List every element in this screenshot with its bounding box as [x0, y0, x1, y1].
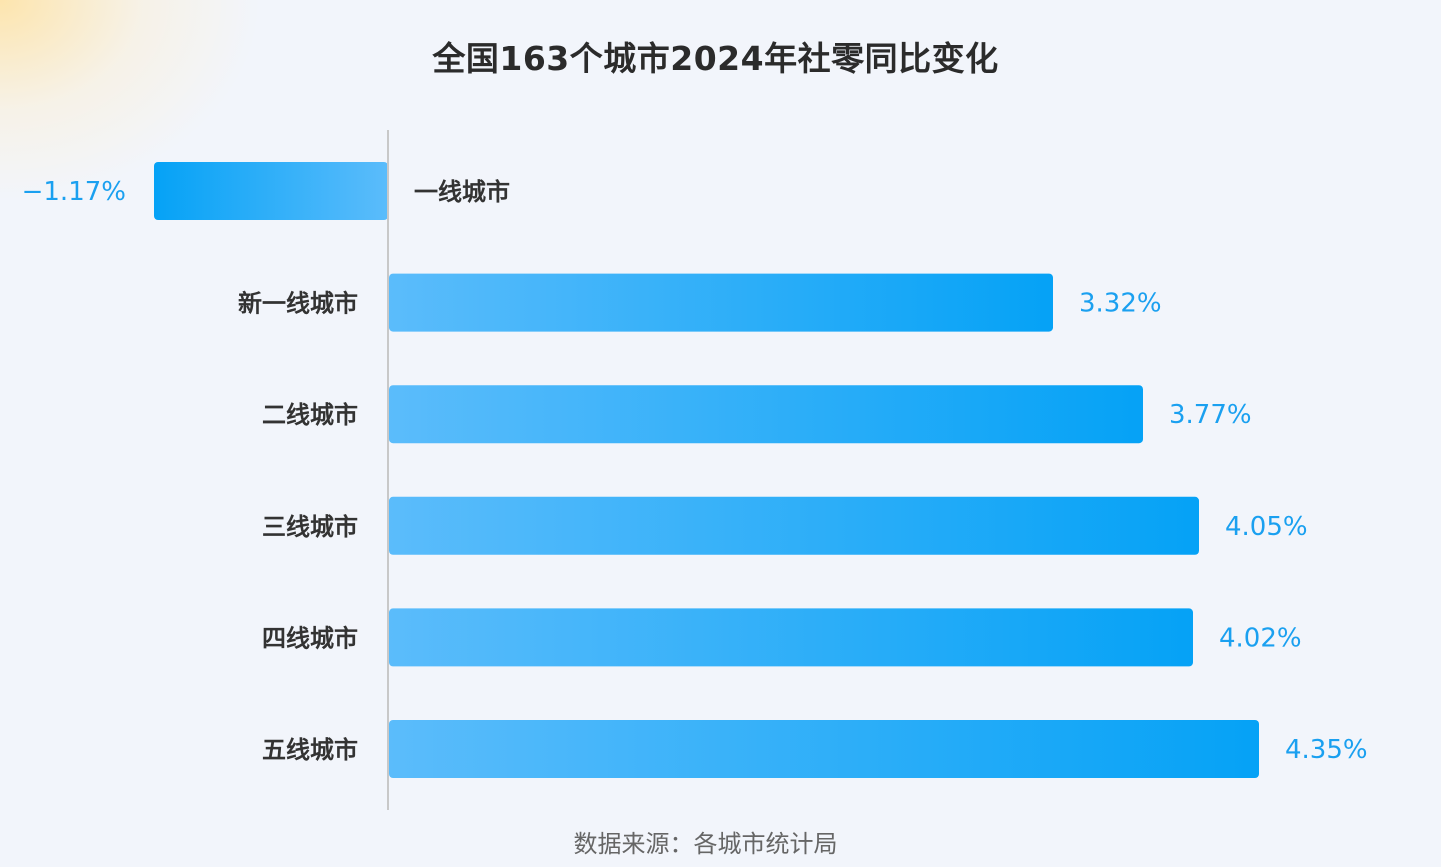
bar-0 — [154, 162, 388, 220]
bar-1 — [389, 273, 1053, 332]
category-label-5: 五线城市 — [262, 736, 358, 764]
category-label-0: 一线城市 — [414, 178, 510, 206]
value-label-2: 3.77% — [1169, 400, 1252, 430]
bar-3 — [389, 496, 1199, 555]
category-label-1: 新一线城市 — [238, 290, 358, 318]
value-label-5: 4.35% — [1285, 735, 1368, 765]
value-label-4: 4.02% — [1219, 623, 1302, 653]
value-label-3: 4.05% — [1225, 512, 1308, 542]
chart-title: 全国163个城市2024年社零同比变化 — [432, 39, 999, 78]
category-label-3: 三线城市 — [262, 513, 358, 541]
data-source-note: 数据来源：各城市统计局 — [573, 830, 838, 858]
bars-layer — [154, 162, 1259, 778]
value-label-1: 3.32% — [1079, 289, 1162, 319]
bar-5 — [389, 720, 1259, 778]
category-label-2: 二线城市 — [262, 401, 358, 429]
bar-2 — [389, 385, 1143, 444]
category-label-4: 四线城市 — [262, 624, 358, 652]
labels-layer: 一线城市 −1.17% 新一线城市 3.32% 二线城市 3.77% 三线城市 4.05% 四线… — [22, 177, 1368, 765]
value-label-0: −1.17% — [22, 177, 126, 207]
bar-4 — [389, 608, 1193, 667]
